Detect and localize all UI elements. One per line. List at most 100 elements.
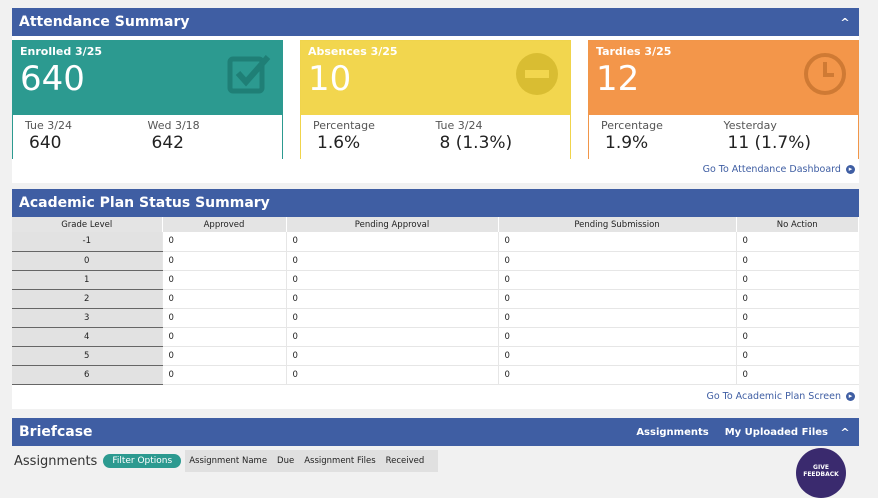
card-left-value: 1.6% bbox=[317, 133, 361, 153]
table-header-row: Grade Level Approved Pending Approval Pe… bbox=[12, 217, 859, 232]
arrow-right-circle-icon[interactable]: ▸ bbox=[846, 165, 855, 174]
card-left-value: 1.9% bbox=[605, 133, 649, 153]
table-cell: 0 bbox=[161, 232, 286, 252]
table-cell: 0 bbox=[285, 346, 498, 366]
table-row: -1 0 0 0 0 bbox=[12, 232, 859, 252]
column-header: Pending Submission bbox=[498, 217, 737, 232]
chevron-up-icon[interactable]: ^ bbox=[840, 15, 850, 29]
attendance-summary-title: Attendance Summary bbox=[19, 14, 190, 30]
card-label: Tardies 3/25 bbox=[596, 45, 672, 58]
checkbox-check-icon bbox=[227, 55, 271, 94]
grade-level-cell: 0 bbox=[12, 251, 162, 271]
arrow-right-circle-icon[interactable]: ▸ bbox=[846, 391, 855, 401]
table-cell: 0 bbox=[735, 346, 859, 366]
card-left-label: Tue 3/24 bbox=[25, 119, 72, 132]
table-cell: 0 bbox=[497, 327, 736, 347]
assignments-heading: Assignments bbox=[14, 453, 98, 469]
clock-icon bbox=[804, 53, 846, 95]
assignments-toolbar: Assignments Filter Options Assignment Na… bbox=[12, 446, 859, 476]
tardies-card[interactable]: Tardies 3/25 12 Percentage 1.9% Yesterda… bbox=[588, 40, 859, 160]
table-cell: 0 bbox=[161, 270, 286, 290]
absences-card[interactable]: Absences 3/25 10 Percentage 1.6% Tue 3/2… bbox=[300, 40, 571, 160]
table-cell: 0 bbox=[497, 289, 736, 309]
table-cell: 0 bbox=[161, 346, 286, 366]
table-cell: 0 bbox=[497, 346, 736, 366]
attendance-cards: Enrolled 3/25 640 Tue 3/24 640 Wed 3/18 … bbox=[12, 36, 859, 183]
academic-plan-panel: Academic Plan Status Summary Grade Level… bbox=[12, 189, 859, 409]
grade-level-cell: 4 bbox=[12, 327, 162, 347]
grade-level-cell: 6 bbox=[12, 365, 162, 385]
card-value: 640 bbox=[20, 59, 85, 99]
attendance-summary-header[interactable]: Attendance Summary ^ bbox=[12, 8, 859, 36]
minus-circle-icon bbox=[516, 53, 558, 95]
card-left-label: Percentage bbox=[313, 119, 375, 132]
table-cell: 0 bbox=[735, 289, 859, 309]
briefcase-header: Briefcase Assignments My Uploaded Files … bbox=[12, 418, 859, 446]
card-value: 10 bbox=[308, 59, 352, 99]
table-cell: 0 bbox=[285, 270, 498, 290]
briefcase-panel: Briefcase Assignments My Uploaded Files … bbox=[12, 418, 859, 476]
academic-plan-link-text[interactable]: Go To Academic Plan Screen bbox=[706, 390, 841, 402]
column-header[interactable]: Assignment Name bbox=[189, 456, 268, 466]
table-cell: 0 bbox=[735, 327, 859, 347]
table-cell: 0 bbox=[285, 251, 498, 271]
chevron-up-icon[interactable]: ^ bbox=[840, 425, 850, 439]
column-header: Approved bbox=[162, 217, 287, 232]
grade-level-cell: 2 bbox=[12, 289, 162, 309]
card-label: Enrolled 3/25 bbox=[20, 45, 103, 58]
card-left-value: 640 bbox=[29, 133, 62, 153]
grade-level-cell: 1 bbox=[12, 270, 162, 290]
table-cell: 0 bbox=[497, 365, 736, 385]
briefcase-title: Briefcase bbox=[19, 424, 93, 440]
enrolled-card[interactable]: Enrolled 3/25 640 Tue 3/24 640 Wed 3/18 … bbox=[12, 40, 283, 160]
card-label: Absences 3/25 bbox=[308, 45, 398, 58]
table-cell: 0 bbox=[497, 232, 736, 252]
attendance-dashboard-link[interactable]: Go To Attendance Dashboard ▸ bbox=[12, 159, 859, 181]
table-cell: 0 bbox=[735, 251, 859, 271]
card-right-value: 8 (1.3%) bbox=[439, 133, 513, 153]
table-cell: 0 bbox=[735, 232, 859, 252]
table-cell: 0 bbox=[735, 365, 859, 385]
table-cell: 0 bbox=[285, 327, 498, 347]
academic-plan-header: Academic Plan Status Summary bbox=[12, 189, 859, 217]
column-header[interactable]: Received bbox=[385, 456, 425, 466]
column-header: Pending Approval bbox=[286, 217, 499, 232]
tab-assignments[interactable]: Assignments bbox=[636, 426, 709, 438]
table-cell: 0 bbox=[285, 308, 498, 328]
table-cell: 0 bbox=[497, 270, 736, 290]
grade-level-cell: 3 bbox=[12, 308, 162, 328]
academic-plan-table: Grade Level Approved Pending Approval Pe… bbox=[12, 217, 859, 385]
card-right-value: 642 bbox=[151, 133, 184, 153]
table-cell: 0 bbox=[497, 251, 736, 271]
academic-plan-link[interactable]: Go To Academic Plan Screen ▸ bbox=[12, 384, 859, 409]
attendance-summary-panel: Attendance Summary ^ Enrolled 3/25 640 T… bbox=[12, 8, 859, 183]
table-cell: 0 bbox=[285, 289, 498, 309]
table-cell: 0 bbox=[161, 365, 286, 385]
filter-options-button[interactable]: Filter Options bbox=[103, 454, 182, 468]
grade-level-cell: -1 bbox=[12, 232, 162, 252]
column-header: No Action bbox=[736, 217, 859, 232]
column-header: Grade Level bbox=[12, 217, 163, 232]
give-feedback-button[interactable]: GIVE FEEDBACK bbox=[796, 448, 846, 498]
tab-my-uploaded-files[interactable]: My Uploaded Files bbox=[724, 426, 828, 438]
table-cell: 0 bbox=[735, 270, 859, 290]
table-cell: 0 bbox=[735, 308, 859, 328]
attendance-dashboard-link-text[interactable]: Go To Attendance Dashboard bbox=[702, 164, 841, 175]
assignments-column-headers: Assignment Name Due Assignment Files Rec… bbox=[185, 450, 439, 472]
column-header[interactable]: Assignment Files bbox=[304, 456, 376, 466]
card-right-value: 11 (1.7%) bbox=[727, 133, 812, 153]
table-cell: 0 bbox=[285, 365, 498, 385]
table-cell: 0 bbox=[161, 289, 286, 309]
column-header[interactable]: Due bbox=[277, 456, 295, 466]
card-value: 12 bbox=[596, 59, 640, 99]
card-left-label: Percentage bbox=[601, 119, 663, 132]
table-cell: 0 bbox=[161, 327, 286, 347]
table-cell: 0 bbox=[285, 232, 498, 252]
